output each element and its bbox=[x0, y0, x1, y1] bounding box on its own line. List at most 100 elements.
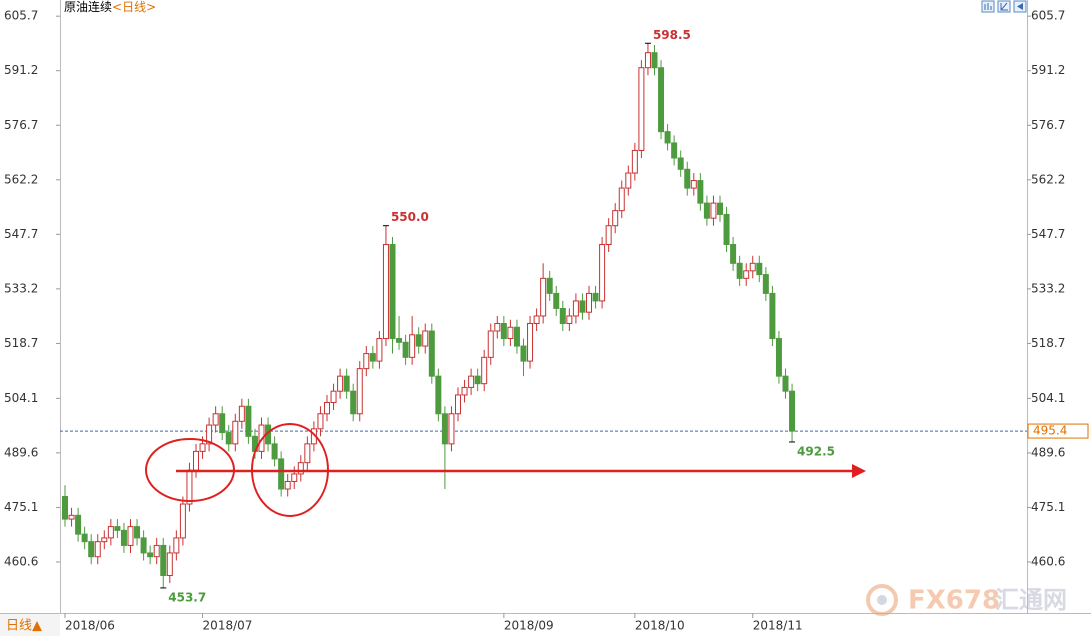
candle-body bbox=[101, 537, 108, 543]
y-tick-label: 576.7 bbox=[4, 118, 38, 132]
candle-body bbox=[749, 262, 756, 272]
candle-body bbox=[684, 168, 691, 189]
candle-body bbox=[134, 526, 141, 539]
candle-body bbox=[677, 157, 684, 170]
candle-body bbox=[789, 390, 796, 432]
y-tick-label: 460.6 bbox=[4, 554, 38, 568]
candle-body bbox=[572, 300, 579, 317]
candle-body bbox=[389, 243, 396, 340]
candle-body bbox=[448, 413, 455, 445]
y2-tick-label: 518.7 bbox=[1031, 336, 1065, 350]
candle-body bbox=[487, 330, 494, 358]
candle-body bbox=[474, 375, 481, 385]
candle-body bbox=[644, 52, 651, 69]
candle-body bbox=[775, 338, 782, 377]
candle-body bbox=[271, 443, 278, 460]
candle-body bbox=[396, 338, 403, 343]
candle-body bbox=[507, 326, 514, 340]
y2-tick-label: 460.6 bbox=[1031, 554, 1065, 568]
x-tick-label: 2018/09 bbox=[504, 619, 554, 633]
icon-bars-glyph bbox=[984, 3, 992, 10]
candle-body bbox=[625, 172, 632, 189]
watermark-name: 汇通网 bbox=[995, 586, 1067, 614]
chart-title: 原油连续<日线> bbox=[64, 0, 156, 14]
candle-body bbox=[586, 292, 592, 313]
y2-tick-label: 591.2 bbox=[1031, 63, 1065, 77]
candle-body bbox=[304, 443, 311, 464]
candle-body bbox=[520, 345, 527, 362]
candle-body bbox=[697, 180, 704, 204]
candle-body bbox=[317, 413, 324, 430]
candle-body bbox=[140, 537, 147, 554]
y2-tick-label: 475.1 bbox=[1031, 500, 1065, 514]
y-tick-label: 533.2 bbox=[4, 281, 38, 295]
y-tick-label: 591.2 bbox=[4, 63, 38, 77]
period-button[interactable]: 日线▲ bbox=[6, 619, 42, 634]
candle-body bbox=[638, 67, 645, 151]
candle-body bbox=[206, 424, 213, 445]
candle-body bbox=[114, 526, 121, 531]
candle-body bbox=[225, 432, 232, 445]
candle-body bbox=[68, 514, 75, 520]
candle-body bbox=[147, 552, 154, 558]
y2-tick-label: 547.7 bbox=[1031, 227, 1065, 241]
candle-body bbox=[612, 210, 619, 227]
candle-body bbox=[743, 270, 750, 279]
candle-body bbox=[736, 262, 743, 279]
candle-body bbox=[455, 394, 461, 415]
y2-tick-label: 533.2 bbox=[1031, 281, 1065, 295]
candle-body bbox=[284, 480, 291, 490]
watermark-brand: FX678 bbox=[908, 586, 1000, 616]
candle-body bbox=[186, 469, 193, 505]
candle-body bbox=[599, 243, 606, 302]
watermark: FX678 汇通网 bbox=[866, 584, 1067, 616]
candle-body bbox=[107, 526, 114, 539]
y2-tick-label: 504.1 bbox=[1031, 391, 1065, 405]
candle-body bbox=[618, 187, 625, 212]
candle-body bbox=[658, 67, 665, 133]
candle-body bbox=[762, 274, 769, 294]
candle-body bbox=[717, 202, 723, 215]
y-tick-label: 475.1 bbox=[4, 500, 38, 514]
candle-body bbox=[232, 420, 239, 445]
y2-tick-label: 489.6 bbox=[1031, 445, 1065, 459]
candle-body bbox=[782, 375, 789, 392]
toolbar[interactable] bbox=[981, 0, 1027, 13]
candle-body bbox=[409, 334, 416, 358]
y-tick-label: 547.7 bbox=[4, 227, 38, 241]
current-price-label: 495.4 bbox=[1033, 424, 1067, 438]
candle-body bbox=[435, 375, 442, 415]
candle-body bbox=[415, 334, 422, 347]
title-text: 原油连续 bbox=[64, 0, 112, 14]
candle-body bbox=[160, 544, 167, 577]
candle-body bbox=[553, 292, 560, 309]
candle-body bbox=[199, 443, 206, 452]
candle-body bbox=[350, 390, 357, 415]
candle-body bbox=[703, 202, 710, 219]
current-price-box bbox=[1027, 423, 1089, 439]
extreme-label: 598.5 bbox=[653, 28, 691, 42]
period-bg bbox=[0, 614, 60, 636]
y2-tick-label: 562.2 bbox=[1031, 172, 1065, 186]
candle-body bbox=[428, 330, 435, 377]
candle-body bbox=[62, 496, 68, 520]
y2-tick-label: 576.7 bbox=[1031, 118, 1065, 132]
extreme-label: 453.7 bbox=[168, 590, 206, 604]
candle-body bbox=[343, 375, 350, 392]
y2-tick-label: 605.7 bbox=[1031, 9, 1065, 23]
candle-body bbox=[422, 330, 429, 347]
subtitle-text: <日线> bbox=[112, 0, 156, 14]
candle-body bbox=[356, 368, 363, 415]
candle-body bbox=[710, 202, 717, 219]
candle-body bbox=[369, 353, 376, 362]
candle-body bbox=[330, 390, 337, 403]
candle-body bbox=[723, 213, 730, 245]
candle-body bbox=[127, 526, 134, 546]
candle-body bbox=[120, 529, 127, 546]
candle-body bbox=[481, 356, 488, 385]
x-tick-label: 2018/07 bbox=[203, 619, 253, 633]
x-tick-label: 2018/10 bbox=[635, 619, 685, 633]
candle-body bbox=[468, 375, 475, 388]
candle-body bbox=[500, 322, 507, 340]
